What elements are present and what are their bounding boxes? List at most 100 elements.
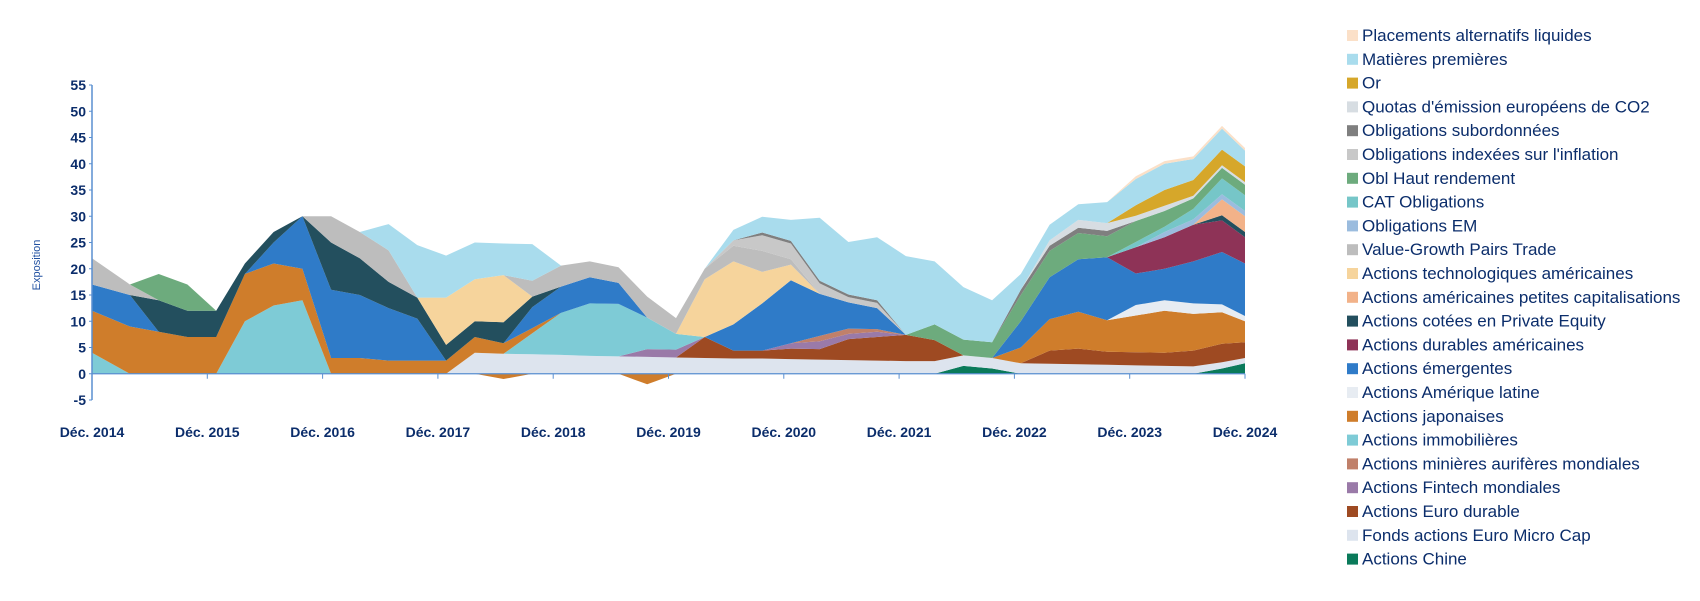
legend-label: Actions durables américaines	[1362, 335, 1584, 354]
legend-item: Actions Amérique latine	[1347, 383, 1540, 402]
x-tick-label: Déc. 2019	[636, 424, 701, 440]
area-actions-emergentes	[92, 216, 1245, 361]
y-tick-label: 25	[70, 235, 86, 251]
legend-label: Matières premières	[1362, 50, 1508, 69]
area-actions-japonaises	[92, 263, 1245, 374]
legend-swatch	[1347, 244, 1358, 256]
legend-swatch	[1347, 315, 1358, 327]
legend-swatch	[1347, 434, 1358, 446]
x-tick-label: Déc. 2018	[521, 424, 586, 440]
legend-label: Obligations indexées sur l'inflation	[1362, 145, 1619, 164]
y-tick-label: -5	[74, 392, 87, 408]
legend-swatch	[1347, 172, 1358, 184]
legend-swatch	[1347, 410, 1358, 422]
legend-item: Fonds actions Euro Micro Cap	[1347, 526, 1591, 545]
area-actions-chine	[92, 363, 1245, 374]
legend-item: Quotas d'émission européens de CO2	[1347, 97, 1650, 116]
y-tick-label: 45	[70, 130, 86, 146]
x-tick-label: Déc. 2020	[751, 424, 816, 440]
y-tick-label: 55	[70, 77, 86, 93]
y-tick-labels: -5 0 5 10 15 20 25 30 35 40 45 50 55	[70, 77, 92, 408]
y-tick-label: 10	[70, 313, 86, 329]
y-tick-label: 15	[70, 287, 86, 303]
x-tick-label: Déc. 2015	[175, 424, 240, 440]
y-tick-label: 5	[78, 340, 86, 356]
x-tick-label: Déc. 2023	[1097, 424, 1162, 440]
legend-label: Actions technologiques américaines	[1362, 264, 1633, 283]
x-tick-label: Déc. 2024	[1213, 424, 1278, 440]
legend-swatch	[1347, 268, 1358, 279]
legend-label: Obl Haut rendement	[1362, 169, 1515, 188]
legend-label: Actions immobilières	[1362, 431, 1518, 450]
legend-swatch	[1347, 149, 1358, 160]
legend-item: Obligations EM	[1347, 216, 1477, 235]
legend-item: CAT Obligations	[1347, 193, 1484, 212]
legend-item: Actions Euro durable	[1347, 502, 1520, 521]
area-value-growth-pairs-trade	[92, 199, 1245, 358]
legend-label: Actions Fintech mondiales	[1362, 478, 1560, 497]
legend-swatch	[1347, 482, 1358, 494]
y-axis-label: Exposition	[31, 240, 43, 291]
legend-label: Value-Growth Pairs Trade	[1362, 240, 1556, 259]
legend-label: Obligations subordonnées	[1362, 121, 1560, 140]
legend-item: Actions minières aurifères mondiales	[1347, 454, 1640, 473]
y-tick-label: 50	[70, 103, 86, 119]
legend-swatch	[1347, 220, 1358, 232]
x-tick-label: Déc. 2016	[290, 424, 355, 440]
legend-item: Value-Growth Pairs Trade	[1347, 240, 1556, 259]
legend-swatch	[1347, 506, 1358, 517]
legend-item: Actions émergentes	[1347, 359, 1512, 378]
legend-label: Actions émergentes	[1362, 359, 1512, 378]
legend-label: Actions cotées en Private Equity	[1362, 312, 1606, 331]
legend-item: Or	[1347, 74, 1381, 93]
legend-label: Quotas d'émission européens de CO2	[1362, 97, 1650, 116]
legend-item: Obligations indexées sur l'inflation	[1347, 145, 1619, 164]
legend-swatch	[1347, 363, 1358, 375]
legend-item: Placements alternatifs liquides	[1347, 26, 1592, 45]
legend-swatch	[1347, 30, 1358, 41]
legend-label: Actions américaines petites capitalisati…	[1362, 288, 1680, 307]
x-tick-labels: Déc. 2014 Déc. 2015 Déc. 2016 Déc. 2017 Déc.…	[60, 373, 1278, 440]
legend-label: Actions minières aurifères mondiales	[1362, 454, 1640, 473]
legend-label: Actions Euro durable	[1362, 502, 1520, 521]
area-actions-fintech-mondiales	[92, 331, 1245, 374]
legend-item: Actions japonaises	[1347, 407, 1504, 426]
legend-label: Obligations EM	[1362, 216, 1477, 235]
x-tick-label: Déc. 2017	[406, 424, 471, 440]
legend-label: Or	[1362, 74, 1381, 93]
x-tick-label: Déc. 2021	[867, 424, 932, 440]
legend-item: Actions immobilières	[1347, 431, 1518, 450]
legend-item: Actions durables américaines	[1347, 335, 1584, 354]
legend: Placements alternatifs liquides Matières …	[1347, 26, 1680, 569]
legend-swatch	[1347, 529, 1358, 541]
y-tick-label: 20	[70, 261, 86, 277]
area-actions-immobilieres	[92, 300, 1245, 374]
area-fonds-actions-euro-micro-cap	[92, 352, 1245, 374]
y-tick-label: 40	[70, 156, 86, 172]
legend-swatch	[1347, 387, 1358, 398]
legend-label: Actions Amérique latine	[1362, 383, 1540, 402]
legend-item: Actions Fintech mondiales	[1347, 478, 1560, 497]
legend-item: Actions américaines petites capitalisati…	[1347, 288, 1680, 307]
legend-label: Actions Chine	[1362, 550, 1467, 569]
legend-swatch	[1347, 101, 1358, 113]
stacked-area-layer	[92, 125, 1245, 385]
legend-swatch	[1347, 458, 1358, 470]
y-tick-label: 30	[70, 208, 86, 224]
legend-swatch	[1347, 53, 1358, 65]
legend-item: Obligations subordonnées	[1347, 121, 1560, 140]
legend-item: Matières premières	[1347, 50, 1508, 69]
legend-label: Actions japonaises	[1362, 407, 1504, 426]
x-tick-label: Déc. 2022	[982, 424, 1047, 440]
legend-item: Actions technologiques américaines	[1347, 264, 1633, 283]
legend-swatch	[1347, 339, 1358, 351]
legend-label: CAT Obligations	[1362, 193, 1484, 212]
legend-label: Fonds actions Euro Micro Cap	[1362, 526, 1591, 545]
legend-label: Placements alternatifs liquides	[1362, 26, 1592, 45]
legend-item: Actions cotées en Private Equity	[1347, 312, 1606, 331]
x-tick-label: Déc. 2014	[60, 424, 125, 440]
y-tick-label: 35	[70, 182, 86, 198]
legend-swatch	[1347, 125, 1358, 137]
area-matieres-premieres	[92, 128, 1245, 343]
